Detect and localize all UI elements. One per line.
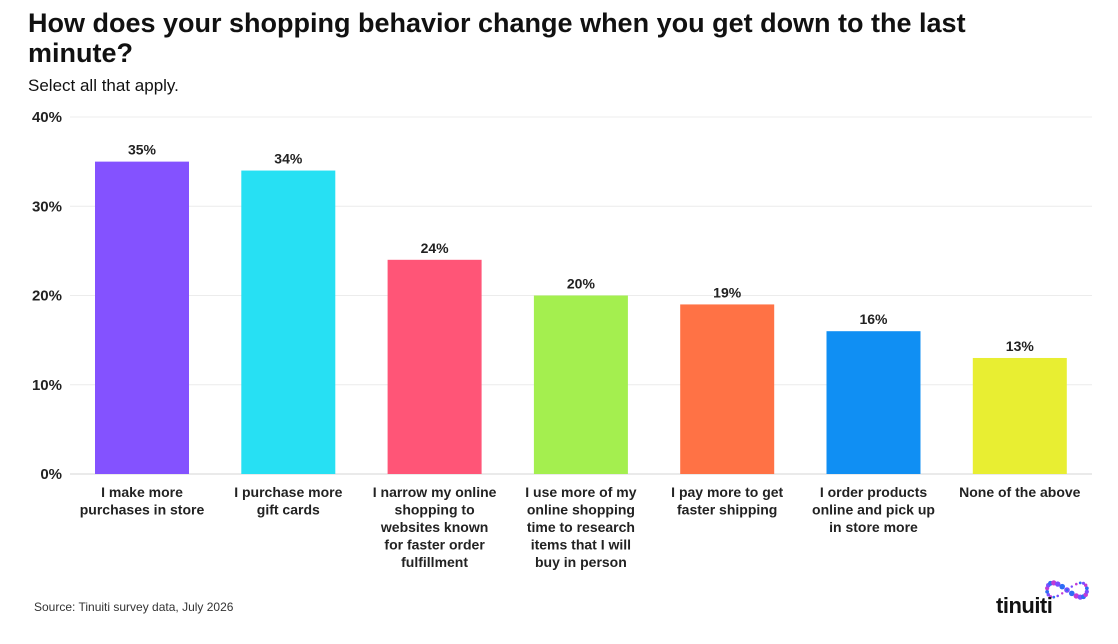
bar — [95, 161, 189, 474]
brand-logo: tinuiti — [996, 576, 1096, 620]
logo-dot — [1075, 582, 1078, 586]
bar-value-label: 16% — [859, 311, 888, 327]
bar-value-label: 35% — [128, 142, 157, 158]
logo-dot — [1083, 583, 1088, 587]
bar — [680, 304, 775, 474]
bar-value-label: 19% — [713, 284, 742, 300]
bar-value-label: 20% — [567, 276, 596, 292]
bar — [387, 259, 482, 474]
logo-dot — [1084, 589, 1089, 594]
logo-dot — [1056, 594, 1059, 598]
x-category-label: I pay more to get faster shipping — [671, 484, 783, 518]
y-tick-label: 30% — [32, 198, 62, 215]
logo-dot — [1045, 589, 1050, 594]
logo-dot — [1046, 593, 1051, 597]
x-category-label: None of the above — [959, 484, 1081, 500]
logo-dot — [1059, 583, 1065, 590]
source-note: Source: Tinuiti survey data, July 2026 — [34, 600, 234, 614]
logo-dot — [1070, 585, 1074, 588]
y-tick-label: 40% — [32, 109, 62, 126]
bar — [241, 170, 336, 475]
logo-dot — [1055, 581, 1061, 587]
chart-title: How does your shopping behavior change w… — [28, 8, 966, 68]
logo-dot — [1081, 581, 1086, 585]
x-category-label: I use more of my online shopping time to r… — [525, 484, 636, 570]
x-category-label: I narrow my online shopping to websites kn… — [373, 484, 497, 570]
logo-dot — [1084, 586, 1089, 591]
bar — [972, 357, 1067, 474]
x-category-label: I make more purchases in store — [80, 484, 205, 518]
chart-subtitle: Select all that apply. — [28, 76, 179, 95]
logo-dot — [1052, 595, 1056, 599]
x-category-label: I purchase more gift cards — [234, 484, 342, 518]
x-category-label: I order products online and pick up in sto… — [812, 484, 935, 535]
y-tick-label: 10% — [32, 377, 62, 394]
logo-dot — [1048, 595, 1053, 599]
logo-dot — [1069, 590, 1075, 597]
bar-chart: 0% 10% 20% 30% 40% 35% I make more purchases i… — [32, 109, 1092, 570]
logo-dot — [1065, 588, 1069, 592]
dotted-infinity-logo-icon — [1045, 580, 1089, 600]
bar — [533, 295, 628, 474]
y-tick-label: 0% — [40, 466, 62, 483]
brand-wordmark: tinuiti — [996, 593, 1053, 618]
bar-value-label: 34% — [274, 151, 303, 167]
logo-dot — [1073, 593, 1079, 599]
logo-dot — [1060, 592, 1064, 595]
bar — [826, 331, 921, 474]
bar-value-label: 24% — [421, 240, 450, 256]
y-tick-label: 20% — [32, 288, 62, 305]
bar-value-label: 13% — [1006, 338, 1035, 354]
logo-dot — [1078, 581, 1082, 585]
